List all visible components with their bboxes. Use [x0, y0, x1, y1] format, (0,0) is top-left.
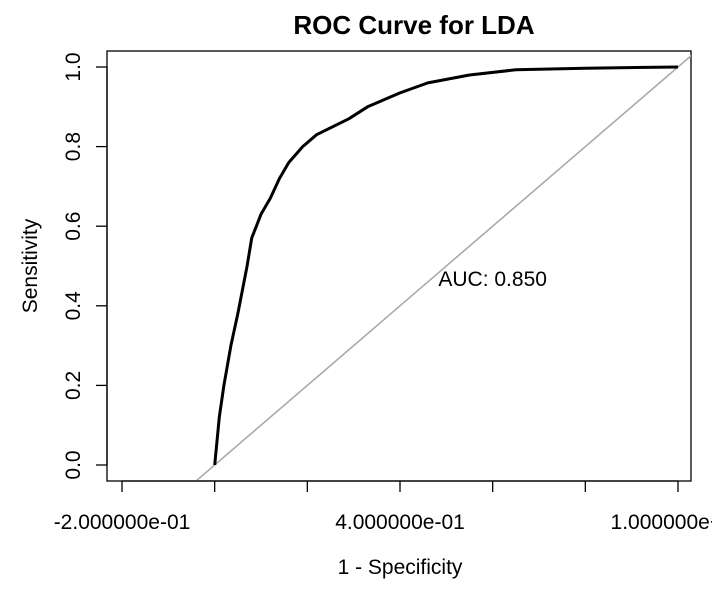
x-tick-label: 1.000000e+00 — [611, 511, 712, 534]
x-axis: -2.000000e-01 4.000000e-01 1.000000e+00 — [54, 480, 712, 534]
y-tick-label: 1.0 — [62, 52, 85, 81]
roc-curve — [213, 65, 679, 466]
y-tick-label: 0.8 — [62, 132, 85, 161]
reference-diagonal — [195, 54, 691, 481]
auc-annotation: AUC: 0.850 — [438, 268, 547, 291]
y-tick-label: 0.4 — [62, 291, 85, 321]
y-tick-label: 0.2 — [62, 371, 85, 400]
y-tick-label: 0.6 — [62, 212, 85, 241]
plot-frame — [106, 50, 692, 482]
x-axis-label: 1 - Specificity — [338, 556, 463, 579]
x-tick-label: -2.000000e-01 — [54, 511, 191, 534]
y-axis-label: Sensitivity — [19, 218, 42, 313]
y-axis: 0.0 0.2 0.4 0.6 0.8 1.0 — [62, 52, 108, 480]
chart-title: ROC Curve for LDA — [293, 10, 534, 40]
y-tick-label: 0.0 — [62, 450, 85, 479]
x-tick-label: 4.000000e-01 — [335, 511, 465, 534]
